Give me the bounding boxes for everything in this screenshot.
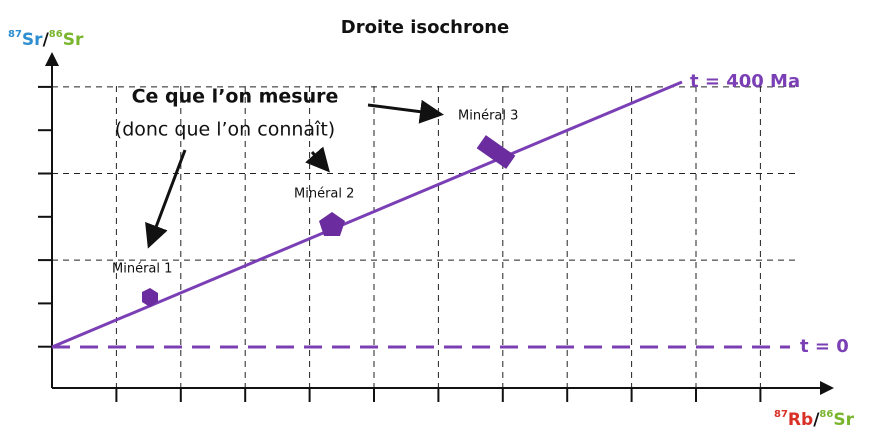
mineral-2-shape — [319, 212, 345, 236]
y-arrow — [45, 52, 59, 66]
arrow — [367, 99, 444, 124]
isochrone-line — [51, 80, 683, 349]
arrow — [145, 149, 187, 249]
x-arrow — [820, 381, 834, 395]
mineral-label: Minéral 2 — [294, 187, 354, 202]
x-axis-label: 87Rb/86Sr — [774, 409, 855, 430]
arrow — [305, 146, 330, 173]
title: Droite isochrone — [341, 17, 509, 38]
annotation-title: Ce que l’on mesure — [132, 86, 339, 108]
mineral-label: Minéral 3 — [458, 109, 518, 124]
mineral-3-shape — [476, 135, 516, 169]
mineral-label: Minéral 1 — [112, 262, 172, 277]
initial-label: t = 0 — [800, 336, 849, 357]
mineral-1-shape — [142, 288, 158, 307]
annotation-subtitle: (donc que l’on connaît) — [115, 119, 335, 141]
isochrone-label: t = 400 Ma — [690, 71, 800, 92]
y-axis-label: 87Sr/86Sr — [8, 29, 84, 50]
